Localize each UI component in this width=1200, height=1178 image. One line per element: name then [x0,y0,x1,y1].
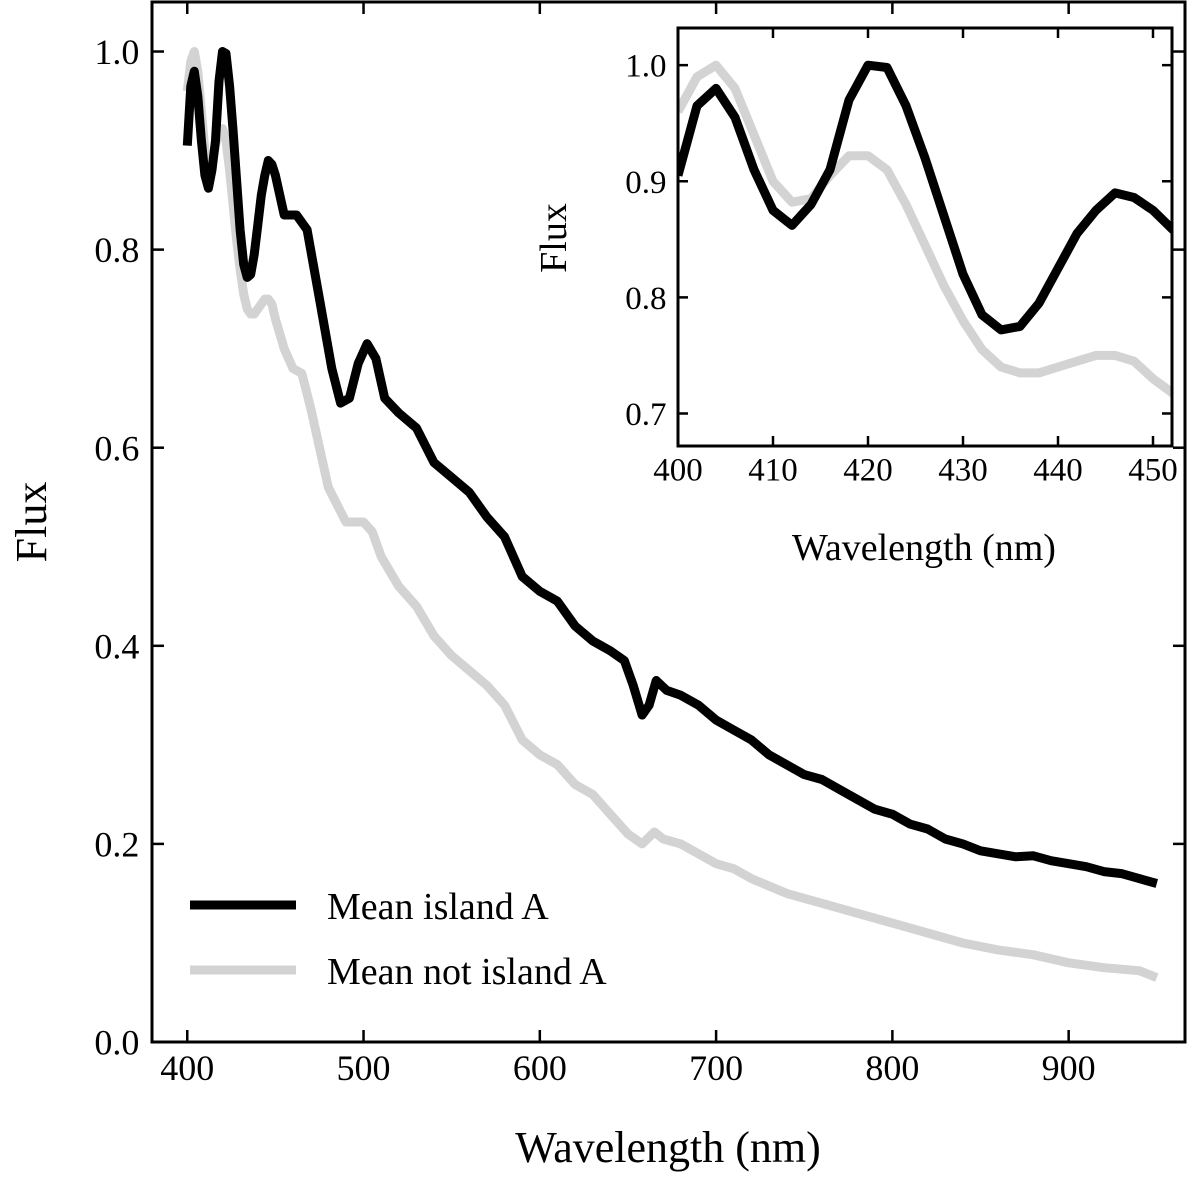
inset-series-mean-not-island-a [678,60,1172,399]
legend-label-island-a: Mean island A [327,886,549,928]
main-x-tick-label: 800 [865,1048,919,1088]
main-x-tick-label: 900 [1042,1048,1096,1088]
inset-frame [676,26,1174,448]
inset-x-tick-label: 410 [748,453,798,489]
legend: Mean island A Mean not island A [190,886,607,993]
main-series-mean-not-island-a [182,47,1159,982]
inset-x-tick-label: 400 [653,453,703,489]
inset-x-tick-label: 440 [1033,453,1083,489]
main-x-axis-label: Wavelength (nm) [515,1123,821,1172]
legend-label-not-island-a: Mean not island A [327,951,607,993]
inset-x-tick-label: 430 [938,453,988,489]
inset-x-tick-label: 450 [1128,453,1178,489]
main-x-tick-label: 700 [689,1048,743,1088]
inset-y-tick-label: 0.8 [625,281,666,317]
inset-series-mean-island-a [678,60,1172,335]
inset-x-tick-label: 420 [843,453,893,489]
main-y-tick-label: 1.0 [94,32,139,72]
inset-y-axis-label: Flux [533,203,575,273]
main-y-tick-label: 0.6 [94,428,139,468]
main-series-mean-island-a [182,47,1159,888]
main-x-tick-label: 500 [337,1048,391,1088]
main-y-tick-label: 0.4 [94,626,139,666]
main-y-tick-label: 0.8 [94,230,139,270]
main-x-tick-label: 600 [513,1048,567,1088]
main-y-axis-label: Flux [7,482,56,563]
main-y-tick-label: 0.0 [94,1023,139,1063]
inset-plot: 400 410 420 430 440 450 0.7 0.8 0.9 1.0 [625,26,1178,489]
main-x-tick-label: 400 [160,1048,214,1088]
inset-y-tick-label: 0.9 [625,165,666,201]
inset-x-axis-label: Wavelength (nm) [792,527,1056,569]
inset-y-tick-label: 1.0 [625,49,666,85]
main-frame [150,0,1187,1044]
main-y-tick-label: 0.2 [94,825,139,865]
inset-y-tick-label: 0.7 [625,397,666,433]
